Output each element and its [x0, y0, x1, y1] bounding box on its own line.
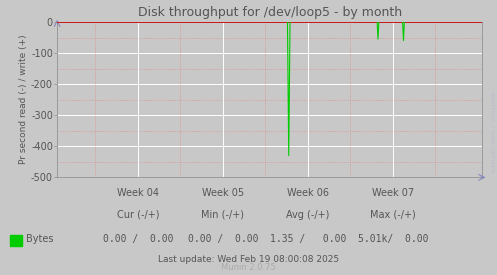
Text: Week 04: Week 04 [117, 188, 159, 198]
Text: Last update: Wed Feb 19 08:00:08 2025: Last update: Wed Feb 19 08:00:08 2025 [158, 255, 339, 264]
Text: RRDTOOL / TOBI OETIKER: RRDTOOL / TOBI OETIKER [490, 92, 495, 172]
Title: Disk throughput for /dev/loop5 - by month: Disk throughput for /dev/loop5 - by mont… [138, 6, 402, 20]
Text: Max (-/+): Max (-/+) [370, 210, 415, 219]
Text: Week 07: Week 07 [372, 188, 414, 198]
Text: Week 05: Week 05 [202, 188, 244, 198]
Text: Munin 2.0.75: Munin 2.0.75 [221, 263, 276, 272]
Text: 0.00 /  0.00: 0.00 / 0.00 [103, 234, 173, 244]
Y-axis label: Pr second read (-) / write (+): Pr second read (-) / write (+) [19, 35, 28, 164]
Text: Bytes: Bytes [26, 234, 54, 244]
Text: 1.35 /   0.00: 1.35 / 0.00 [270, 234, 346, 244]
Text: Min (-/+): Min (-/+) [201, 210, 245, 219]
Text: Cur (-/+): Cur (-/+) [117, 210, 159, 219]
Text: Week 06: Week 06 [287, 188, 329, 198]
Text: Avg (-/+): Avg (-/+) [286, 210, 330, 219]
Text: 0.00 /  0.00: 0.00 / 0.00 [188, 234, 258, 244]
Text: 5.01k/  0.00: 5.01k/ 0.00 [358, 234, 428, 244]
